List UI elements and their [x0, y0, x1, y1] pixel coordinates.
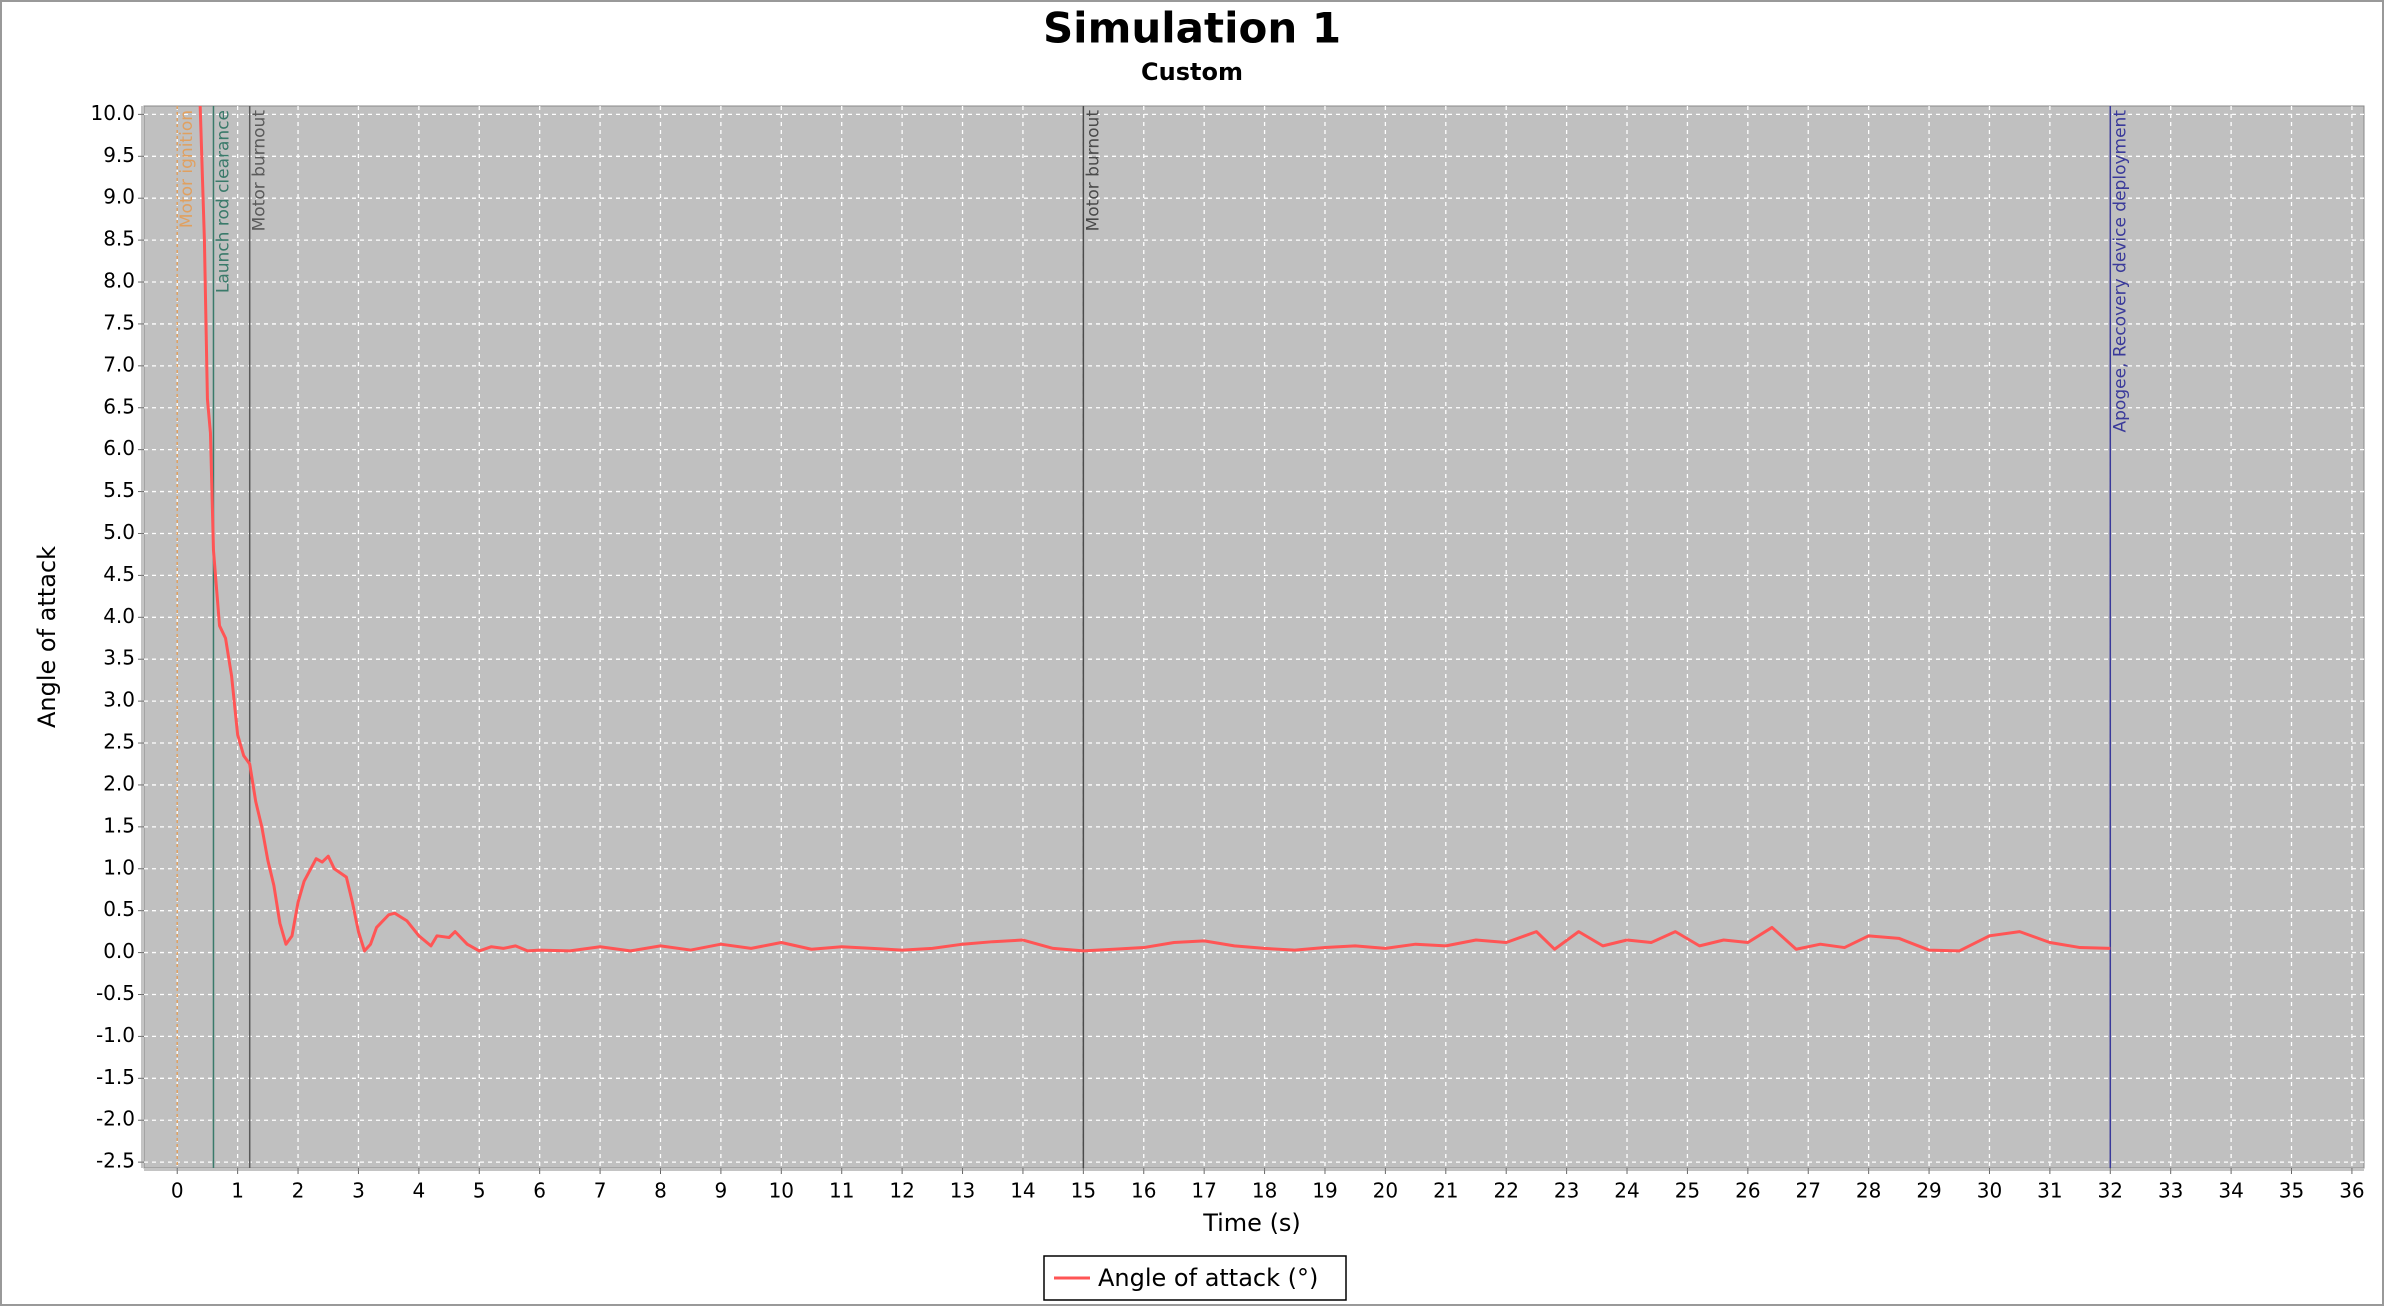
x-tick-label: 36	[2339, 1179, 2364, 1203]
x-axis-label: Time (s)	[1202, 1209, 1301, 1237]
event-label: Launch rod clearance	[213, 110, 233, 293]
event-label: Motor burnout	[250, 110, 270, 232]
legend-label: Angle of attack (°)	[1098, 1264, 1318, 1292]
y-tick-label: 7.0	[103, 352, 135, 376]
plot-area	[143, 105, 2365, 1169]
y-tick-label: 9.5	[103, 143, 135, 167]
y-tick-label: 5.5	[103, 478, 135, 502]
y-tick-label: 9.0	[103, 185, 135, 209]
x-tick-label: 26	[1735, 1179, 1760, 1203]
y-tick-label: 2.5	[103, 730, 135, 754]
y-tick-label: 0.5	[103, 897, 135, 921]
x-tick-label: 13	[950, 1179, 975, 1203]
x-tick-label: 34	[2218, 1179, 2243, 1203]
x-tick-label: 15	[1071, 1179, 1096, 1203]
chart-subtitle: Custom	[1141, 58, 1243, 86]
x-tick-label: 17	[1191, 1179, 1216, 1203]
x-tick-label: 12	[889, 1179, 914, 1203]
y-tick-label: 5.0	[103, 520, 135, 544]
x-tick-label: 31	[2037, 1179, 2062, 1203]
x-tick-label: 16	[1131, 1179, 1156, 1203]
y-tick-label: 4.5	[103, 562, 135, 586]
x-tick-label: 10	[769, 1179, 794, 1203]
event-label: Motor burnout	[1083, 110, 1103, 232]
x-tick-label: 29	[1916, 1179, 1941, 1203]
y-tick-label: 8.0	[103, 269, 135, 293]
x-tick-label: 33	[2158, 1179, 2183, 1203]
x-tick-label: 20	[1373, 1179, 1398, 1203]
x-tick-label: 2	[292, 1179, 305, 1203]
plot-clip	[198, 106, 2111, 953]
x-tick-label: 6	[533, 1179, 546, 1203]
x-tick-label: 1	[231, 1179, 244, 1203]
x-tick-label: 19	[1312, 1179, 1337, 1203]
x-tick-label: 5	[473, 1179, 486, 1203]
x-tick-label: 27	[1796, 1179, 1821, 1203]
y-axis-label: Angle of attack	[33, 546, 61, 728]
x-tick-label: 30	[1977, 1179, 2002, 1203]
x-tick-label: 22	[1493, 1179, 1518, 1203]
x-tick-label: 23	[1554, 1179, 1579, 1203]
y-tick-label: -1.5	[96, 1065, 135, 1089]
y-tick-label: 6.5	[103, 394, 135, 418]
y-tick-label: 6.0	[103, 436, 135, 460]
x-tick-label: 14	[1010, 1179, 1035, 1203]
y-tick-label: 10.0	[90, 101, 135, 125]
event-label: Apogee, Recovery device deployment	[2110, 110, 2130, 433]
y-tick-label: -2.0	[96, 1107, 135, 1131]
event-label: Motor ignition	[177, 110, 197, 228]
x-tick-label: 35	[2279, 1179, 2304, 1203]
x-tick-label: 28	[1856, 1179, 1881, 1203]
x-tick-label: 4	[412, 1179, 425, 1203]
y-tick-label: 3.5	[103, 646, 135, 670]
x-tick-label: 3	[352, 1179, 365, 1203]
x-tick-label: 11	[829, 1179, 854, 1203]
data-line	[198, 106, 2111, 953]
chart-title: Simulation 1	[1043, 4, 1341, 53]
legend-box	[1043, 1255, 1347, 1301]
x-tick-label: 0	[171, 1179, 184, 1203]
y-tick-label: 7.5	[103, 310, 135, 334]
y-tick-label: 8.5	[103, 227, 135, 251]
y-tick-label: -1.0	[96, 1023, 135, 1047]
y-tick-label: 4.0	[103, 604, 135, 628]
x-tick-label: 24	[1614, 1179, 1639, 1203]
y-tick-label: 3.0	[103, 688, 135, 712]
x-tick-label: 8	[654, 1179, 667, 1203]
y-tick-label: 1.5	[103, 813, 135, 837]
x-tick-label: 25	[1675, 1179, 1700, 1203]
x-tick-label: 7	[594, 1179, 607, 1203]
y-tick-label: 1.0	[103, 855, 135, 879]
x-tick-label: 21	[1433, 1179, 1458, 1203]
y-tick-label: 0.0	[103, 939, 135, 963]
x-tick-label: 9	[715, 1179, 728, 1203]
y-tick-label: -2.5	[96, 1149, 135, 1173]
x-tick-label: 18	[1252, 1179, 1277, 1203]
x-tick-label: 32	[2098, 1179, 2123, 1203]
y-tick-label: -0.5	[96, 981, 135, 1005]
y-tick-label: 2.0	[103, 771, 135, 795]
